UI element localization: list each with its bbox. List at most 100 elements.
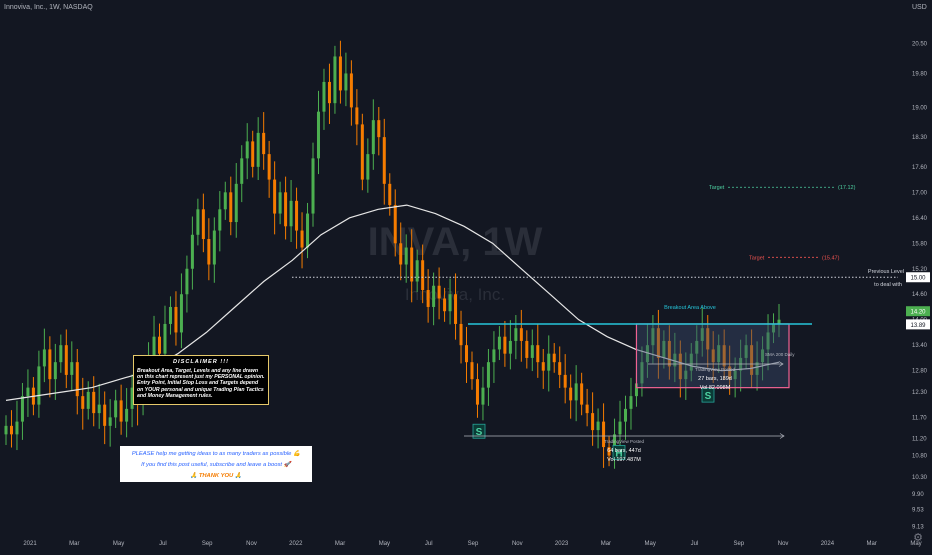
- candle-body: [640, 362, 644, 384]
- candle-body: [322, 81, 326, 112]
- candle-body: [360, 124, 364, 180]
- y-tick-label: 12.30: [912, 390, 928, 396]
- candle-body: [596, 421, 600, 431]
- candle-body: [393, 205, 397, 244]
- candle-body: [426, 289, 430, 307]
- candle-body: [536, 345, 540, 363]
- candle-body: [465, 345, 469, 363]
- candle-body: [695, 340, 699, 354]
- candle-body: [108, 417, 112, 426]
- x-tick-label: May: [379, 541, 390, 547]
- candle-body: [613, 434, 617, 456]
- candle-body: [541, 362, 545, 371]
- candle-body: [459, 323, 463, 346]
- pattern-head: H: [615, 448, 622, 459]
- candle-body: [755, 362, 759, 375]
- candle-body: [349, 73, 353, 108]
- sma-label: SMA 200 Daily: [765, 352, 795, 357]
- candle-body: [722, 345, 726, 367]
- candle-body: [59, 345, 63, 363]
- candle-body: [585, 404, 589, 414]
- candle-body: [547, 353, 551, 371]
- x-tick-label: May: [910, 541, 921, 547]
- candle-body: [114, 400, 118, 418]
- last-price-badge-text: 13.89: [910, 323, 926, 329]
- alert-price-badge: [906, 306, 930, 317]
- candle-body: [772, 323, 776, 333]
- y-tick-label: 10.30: [912, 475, 928, 481]
- alert-price-badge-text: 14.20: [910, 310, 926, 316]
- disclaimer-title: DISCLAIMER !!!: [173, 359, 229, 365]
- range-big-source: TradingView Posted: [604, 439, 645, 444]
- candle-body: [486, 362, 490, 388]
- candle-body: [580, 383, 584, 405]
- x-tick-label: Jul: [425, 541, 433, 547]
- previous-level-label-2: to deal with: [874, 282, 902, 288]
- candle-body: [673, 353, 677, 367]
- candle-body: [92, 391, 96, 414]
- candle-body: [492, 349, 496, 363]
- x-tick-label: Mar: [335, 541, 345, 547]
- range-small-source: TradingView Posted: [695, 367, 736, 372]
- candle-body: [355, 107, 359, 125]
- candle-body: [377, 120, 381, 138]
- y-tick-label: 19.80: [912, 71, 928, 77]
- candle-body: [316, 111, 320, 159]
- y-tick-label: 10.80: [912, 454, 928, 460]
- candle-body: [711, 349, 715, 363]
- disclaimer-box: DISCLAIMER !!! Breakout Area, Target, Le…: [133, 355, 269, 405]
- candle-body: [706, 328, 710, 350]
- candle-body: [689, 353, 693, 371]
- candle-body: [733, 370, 737, 380]
- range-small-bars: 27 bars, 189d: [698, 376, 732, 382]
- x-tick-label: Sep: [468, 541, 479, 547]
- candle-body: [64, 345, 68, 375]
- candle-body: [744, 345, 748, 358]
- candle-body: [311, 158, 315, 214]
- candle-body: [371, 120, 375, 155]
- candle-body: [218, 209, 222, 231]
- candle-body: [70, 362, 74, 375]
- x-tick-label: Nov: [512, 541, 523, 547]
- y-tick-label: 15.80: [912, 241, 928, 247]
- x-tick-label: May: [113, 541, 124, 547]
- y-tick-label: 17.00: [912, 190, 928, 196]
- candle-body: [366, 154, 370, 180]
- candle-body: [700, 328, 704, 341]
- y-tick-label: 19.00: [912, 105, 928, 111]
- target-1-label: Target: [709, 185, 725, 191]
- candle-body: [300, 230, 304, 248]
- candle-body: [86, 391, 90, 409]
- y-tick-label: 9.53: [912, 507, 924, 513]
- candle-body: [761, 349, 765, 363]
- candle-body: [130, 387, 134, 409]
- y-tick-label: 9.90: [912, 492, 924, 498]
- candle-body: [508, 340, 512, 354]
- y-tick-label: 18.30: [912, 135, 928, 141]
- x-tick-label: Sep: [202, 541, 213, 547]
- candle-body: [103, 404, 107, 426]
- x-tick-label: 2024: [821, 541, 835, 547]
- candle-body: [684, 370, 688, 380]
- candle-body: [503, 336, 507, 354]
- y-tick-label: 17.60: [912, 165, 928, 171]
- settings-icon[interactable]: ⚙: [913, 532, 923, 544]
- x-tick-label: Jul: [159, 541, 167, 547]
- watermark-symbol: INVA, 1W: [368, 220, 543, 264]
- candle-body: [333, 56, 337, 104]
- candle-body: [174, 306, 178, 333]
- y-tick-label: 12.80: [912, 369, 928, 375]
- promo-box: PLEASE help me getting ideas to as many …: [120, 446, 312, 482]
- y-tick-label: 15.20: [912, 267, 928, 273]
- candle-body: [667, 340, 671, 367]
- target-2-value: (15.47): [822, 255, 840, 261]
- disclaimer-body: Breakout Area, Target, Levels and any li…: [137, 368, 265, 399]
- candle-body: [119, 400, 123, 422]
- promo-line-1: PLEASE help me getting ideas to as many …: [131, 451, 301, 457]
- candle-body: [201, 209, 205, 240]
- y-tick-label: 13.40: [912, 343, 928, 349]
- candle-body: [656, 328, 660, 358]
- x-tick-label: Sep: [733, 541, 744, 547]
